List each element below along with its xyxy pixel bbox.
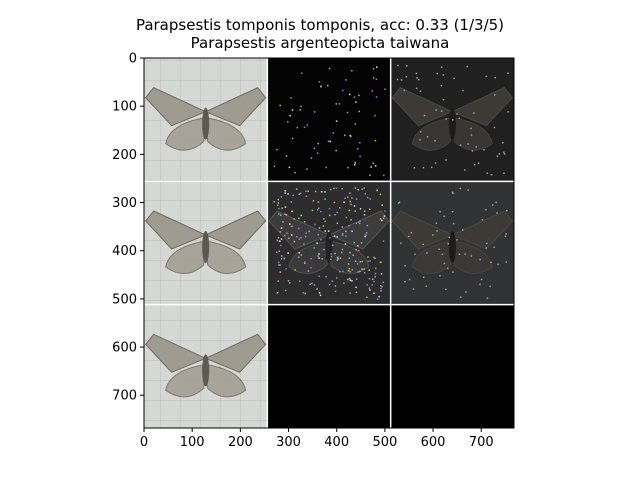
- moth-image: [145, 210, 267, 274]
- empty-cell: [390, 304, 514, 428]
- y-tick-label: 200: [112, 148, 137, 163]
- y-axis: 0 100 200 300 400 500 600 700: [112, 52, 144, 404]
- x-tick-label: 0: [140, 435, 148, 450]
- image-cells: [144, 58, 514, 428]
- x-tick-label: 100: [180, 435, 205, 450]
- overlay-speckles: [396, 64, 509, 176]
- y-tick-label: 500: [112, 292, 137, 307]
- image-cell-r1-c0: [144, 181, 268, 305]
- moth-dimmed: [391, 210, 513, 274]
- x-tick-label: 700: [469, 435, 494, 450]
- image-cell-r2-c2: [390, 304, 514, 428]
- x-tick-label: 500: [372, 435, 397, 450]
- cell-separators: [144, 58, 514, 428]
- image-cell-r2-c1: [267, 304, 391, 428]
- attribution-speckles: [273, 187, 386, 300]
- y-tick-label: 0: [129, 52, 137, 67]
- moth-dimmed: [391, 87, 513, 151]
- chart-title-line-1: Parapsestis tomponis tomponis, acc: 0.33…: [135, 16, 505, 34]
- x-tick-label: 200: [228, 435, 253, 450]
- chart-title-line-2: Parapsestis argenteopicta taiwana: [190, 34, 450, 52]
- overlay-speckles: [397, 187, 508, 299]
- image-cell-r0-c1: [267, 58, 391, 182]
- image-cell-r1-c1: [267, 181, 391, 305]
- x-tick-label: 600: [421, 435, 446, 450]
- image-cell-r0-c2: [390, 58, 514, 182]
- y-tick-label: 100: [112, 100, 137, 115]
- moth-silhouette: [268, 210, 390, 274]
- y-tick-label: 600: [112, 341, 137, 356]
- image-cell-r0-c0: [144, 58, 268, 182]
- y-tick-label: 300: [112, 196, 137, 211]
- axes-frame: [143, 57, 515, 429]
- x-tick-label: 400: [324, 435, 349, 450]
- moth-image: [145, 87, 267, 151]
- x-tick-label: 300: [276, 435, 301, 450]
- x-axis: 0 100 200 300 400 500 600 700: [140, 428, 494, 450]
- attribution-speckles: [273, 66, 386, 177]
- image-cell-r1-c2: [390, 181, 514, 305]
- empty-cell: [267, 304, 391, 428]
- y-tick-label: 400: [112, 244, 137, 259]
- image-cell-r2-c0: [144, 304, 268, 428]
- y-tick-label: 700: [112, 389, 137, 404]
- moth-image: [145, 333, 267, 398]
- chart-title: Parapsestis tomponis tomponis, acc: 0.33…: [0, 16, 640, 52]
